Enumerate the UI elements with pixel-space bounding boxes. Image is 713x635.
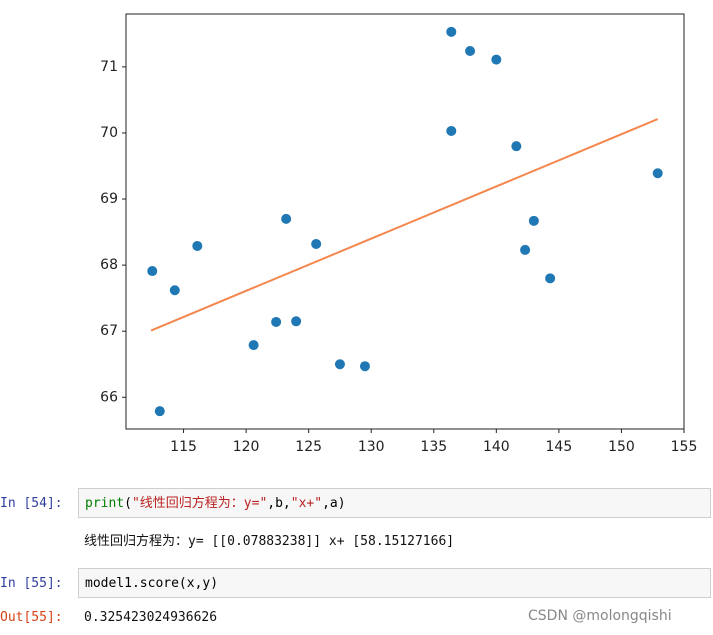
x-tick-label: 150 — [608, 439, 635, 455]
x-tick-label: 125 — [295, 439, 322, 455]
y-tick-label: 69 — [100, 191, 118, 207]
scatter-point — [192, 240, 203, 251]
cell-output: 线性回归方程为：y= [[0.07883238]] x+ [58.1512716… — [84, 534, 455, 549]
scatter-point — [281, 213, 292, 224]
scatter-point — [465, 46, 476, 57]
code-token: "x+" — [290, 496, 323, 511]
plot-frame — [125, 13, 685, 430]
scatter-point — [520, 244, 531, 255]
code-token: ,b, — [267, 496, 291, 511]
x-tick-label: 120 — [233, 439, 260, 455]
regression-line — [150, 118, 659, 332]
scatter-point — [359, 361, 370, 372]
scatter-point — [248, 340, 259, 351]
x-tick-label: 115 — [170, 439, 197, 455]
output-prompt: Out[55]: — [0, 610, 63, 625]
chart: 115 120 125 130 135 140 145 150 155 66 67 68 69 70 71 — [100, 13, 698, 455]
scatter-point — [528, 215, 539, 226]
scatter-point — [652, 168, 663, 179]
scatter-point — [271, 316, 282, 327]
x-tick-label: 135 — [420, 439, 447, 455]
scatter-point — [446, 26, 457, 37]
code-token: print — [85, 496, 125, 511]
cell-output: 0.325423024936626 — [84, 610, 218, 625]
y-tick-label: 70 — [100, 125, 118, 141]
y-tick-label: 67 — [100, 323, 118, 339]
scatter-point — [511, 141, 522, 152]
watermark: CSDN @molongqishi — [528, 608, 672, 624]
scatter-point — [169, 285, 180, 296]
code-token: ,a) — [322, 496, 346, 511]
code-token: "线性回归方程为：y=" — [131, 496, 268, 511]
scatter-point — [291, 316, 302, 327]
y-tick-label: 66 — [100, 389, 118, 405]
scatter-point — [334, 359, 345, 370]
scatter-point — [154, 406, 165, 417]
scatter-point — [491, 54, 502, 65]
scatter-point — [311, 238, 322, 249]
scatter-point — [147, 266, 158, 277]
x-tick-label: 140 — [483, 439, 510, 455]
code-cell[interactable]: print("线性回归方程为：y=",b,"x+",a) — [78, 488, 711, 518]
y-tick-label: 71 — [100, 59, 118, 75]
x-tick-label: 145 — [546, 439, 573, 455]
code-token: ( — [124, 496, 132, 511]
x-tick-label: 155 — [671, 439, 698, 455]
scatter-point — [446, 125, 457, 136]
input-prompt: In [55]: — [0, 576, 63, 591]
code-token: model1.score(x,y) — [85, 576, 219, 591]
scatter-point — [545, 273, 556, 284]
x-tick-label: 130 — [358, 439, 385, 455]
input-prompt: In [54]: — [0, 496, 63, 511]
code-cell[interactable]: model1.score(x,y) — [78, 568, 711, 598]
y-tick-label: 68 — [100, 257, 118, 273]
